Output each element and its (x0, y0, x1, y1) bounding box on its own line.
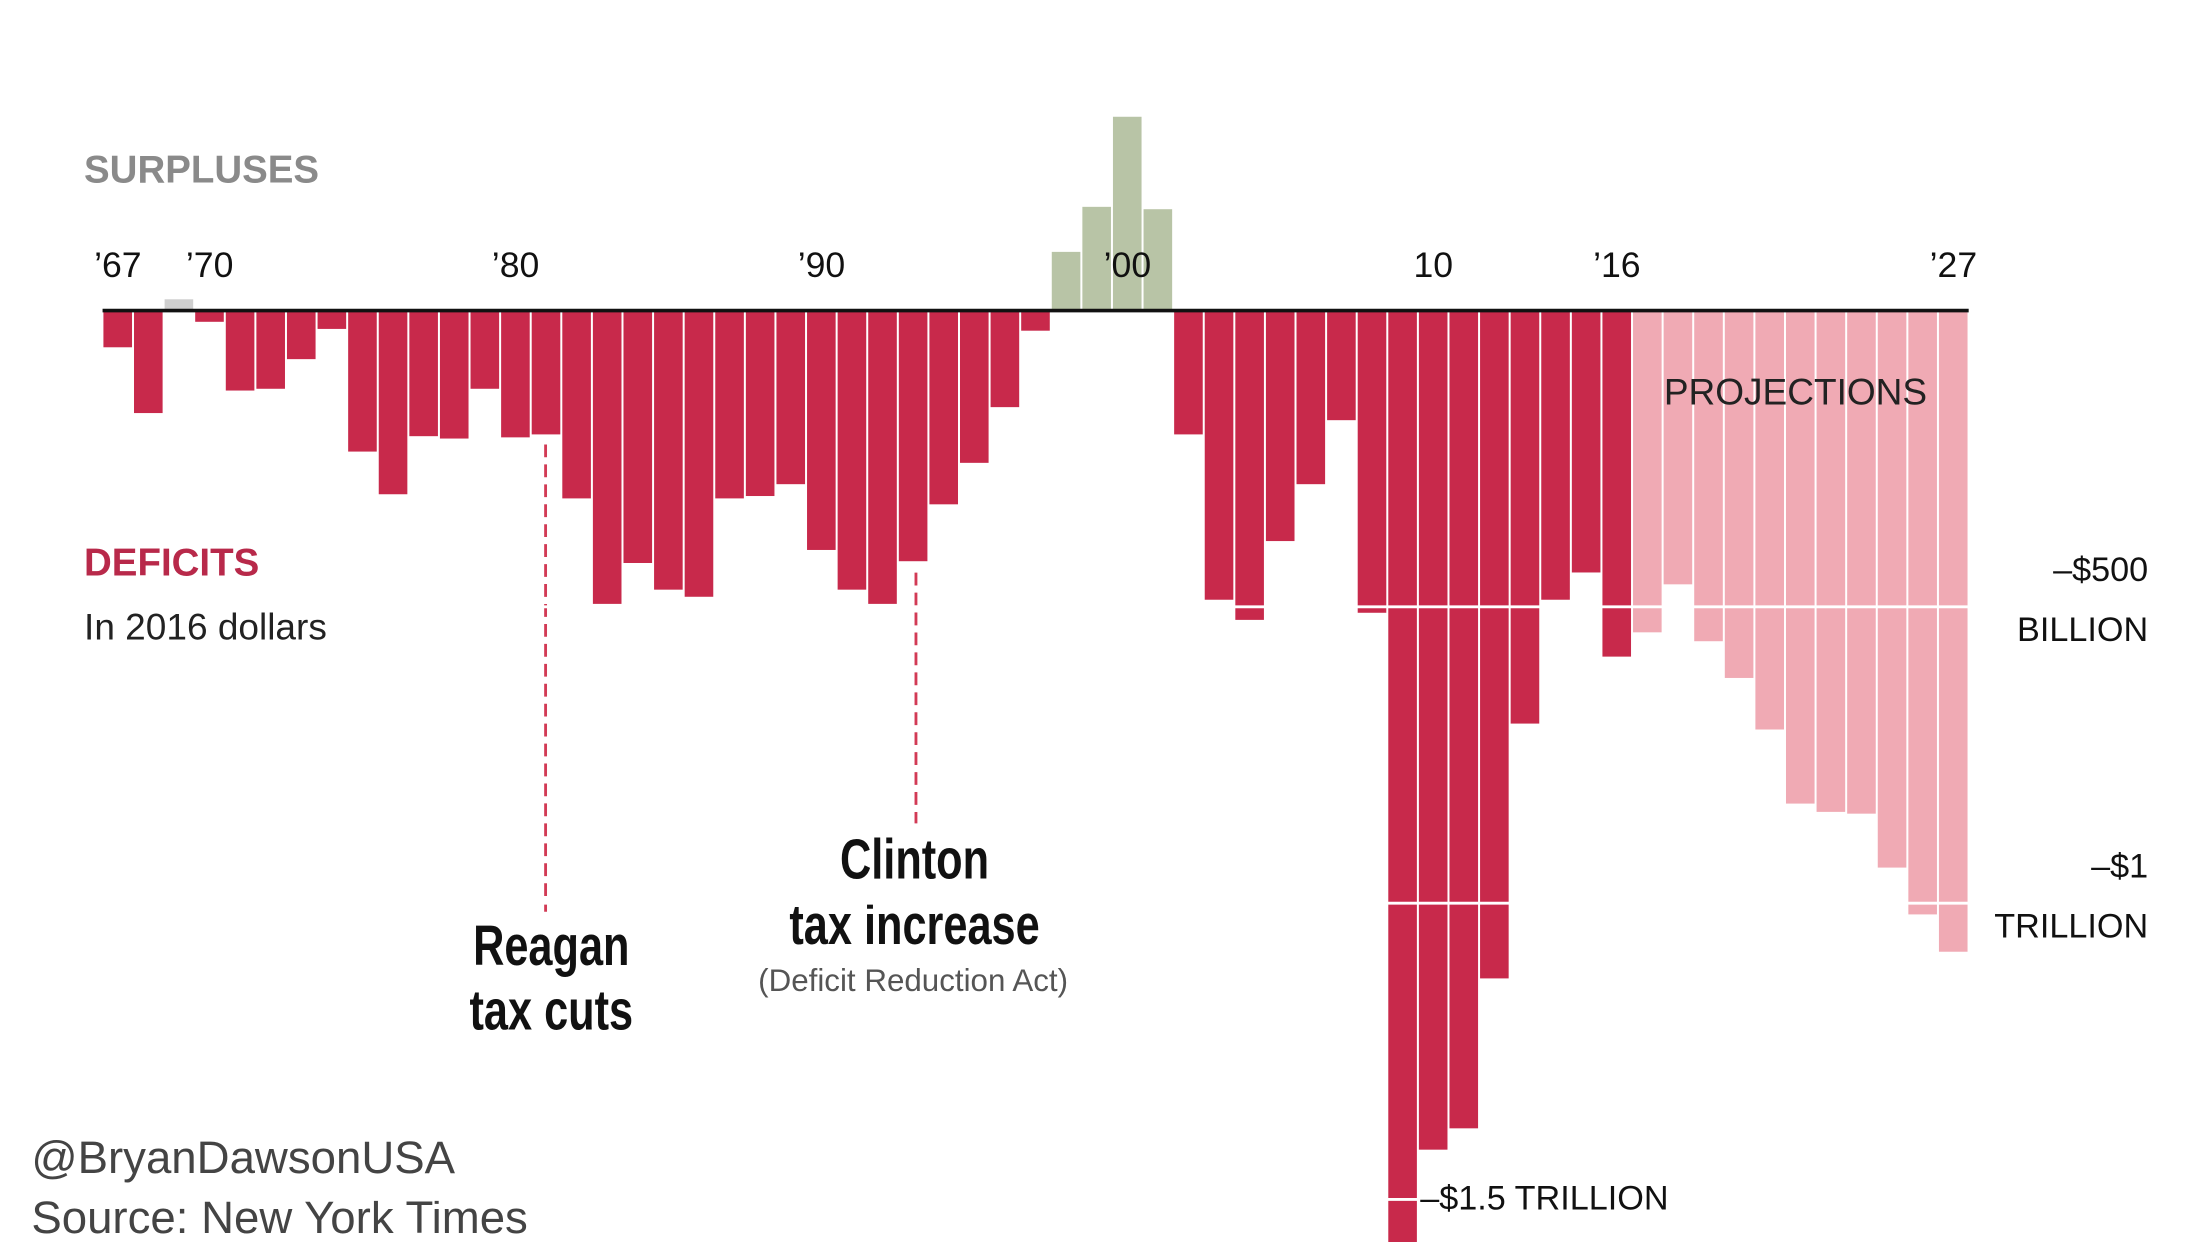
bar (1174, 310, 1203, 435)
y-tick-label: –$1.5 TRILLION (1420, 1179, 1669, 1218)
clinton-annotation: tax increase (789, 892, 1039, 956)
x-tick-label: ’80 (492, 245, 540, 285)
bar (1112, 116, 1142, 311)
x-tick-label: ’27 (1930, 245, 1978, 285)
bar (1296, 310, 1326, 485)
bar (1877, 310, 1907, 868)
reagan-annotation: Reagan (473, 913, 629, 977)
bar (1051, 251, 1081, 311)
bar (1265, 310, 1295, 542)
x-tick-label: ’00 (1104, 245, 1152, 285)
bar (837, 310, 867, 590)
x-tick-label: ’67 (94, 245, 142, 285)
x-tick-label: ’90 (798, 245, 846, 285)
bar (1082, 206, 1111, 311)
bar (103, 310, 133, 348)
bar (868, 310, 897, 604)
bar (1541, 310, 1570, 600)
bar (409, 310, 438, 437)
bar (1571, 310, 1601, 573)
bar (1327, 310, 1356, 421)
clinton-note: (Deficit Reduction Act) (758, 963, 1068, 998)
bar (990, 310, 1020, 408)
bar (1449, 310, 1479, 1129)
bar (225, 310, 255, 391)
bar (348, 310, 377, 452)
bar (1755, 310, 1784, 730)
bar (1724, 310, 1754, 678)
bar (1357, 310, 1387, 613)
bar (1510, 310, 1540, 724)
deficits-label: DEFICITS (84, 542, 259, 585)
surpluses-label: SURPLUSES (84, 149, 319, 192)
bar (684, 310, 714, 597)
handle: @BryanDawsonUSA (31, 1132, 455, 1183)
reagan-annotation: tax cuts (469, 978, 633, 1042)
bar (898, 310, 928, 562)
bar (317, 310, 347, 329)
bar (745, 310, 775, 497)
bar (1694, 310, 1723, 642)
y-tick-label: –$1 TRILLION (1994, 847, 2149, 946)
bar (531, 310, 561, 435)
bar (1663, 310, 1693, 585)
bar (776, 310, 806, 485)
bar (1847, 310, 1876, 814)
bar (134, 310, 163, 414)
bar (286, 310, 316, 360)
bar (654, 310, 683, 590)
bar (1388, 310, 1417, 1242)
bar (1235, 310, 1264, 620)
bar (807, 310, 836, 550)
units-label: In 2016 dollars (84, 605, 327, 647)
bar (1204, 310, 1234, 600)
projections-label: PROJECTIONS (1664, 370, 1927, 412)
x-tick-label: 10 (1414, 245, 1454, 285)
bars (103, 116, 1968, 1242)
bar (1785, 310, 1815, 804)
bar (1143, 209, 1173, 311)
bar (715, 310, 744, 499)
bar (1480, 310, 1509, 979)
bar (501, 310, 530, 438)
bar (1908, 310, 1937, 915)
bar (1938, 310, 1968, 952)
bar (1418, 310, 1448, 1150)
bar (1633, 310, 1662, 633)
x-tick-label: ’16 (1593, 245, 1641, 285)
bar (378, 310, 408, 495)
y-tick-label: –$500 BILLION (2017, 551, 2149, 650)
clinton-annotation: Clinton (840, 827, 989, 891)
bar (1021, 310, 1050, 331)
bar (592, 310, 622, 604)
bar (623, 310, 653, 563)
bar (959, 310, 989, 463)
bar (470, 310, 500, 389)
bar (929, 310, 959, 505)
bar (1816, 310, 1846, 812)
bar (1602, 310, 1632, 657)
bar (256, 310, 285, 389)
bar (164, 299, 194, 311)
bar (195, 310, 224, 322)
bar (439, 310, 469, 439)
x-tick-label: ’70 (186, 245, 234, 285)
bar (562, 310, 591, 499)
